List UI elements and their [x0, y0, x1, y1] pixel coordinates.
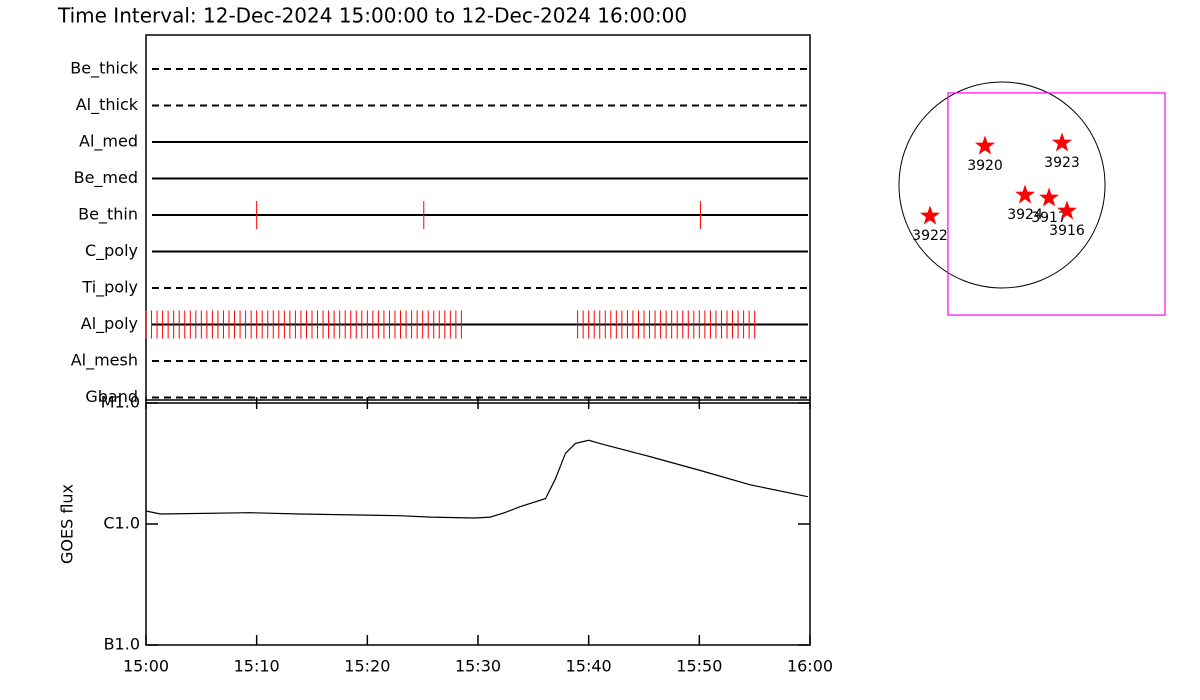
y-tick-label: Al_med [79, 132, 138, 152]
region-label: 3917 [1031, 210, 1067, 226]
region-label: 3923 [1044, 155, 1080, 171]
y-tick-label: Al_mesh [71, 351, 138, 371]
y-tick-label: Be_thin [78, 205, 138, 225]
goes-line [145, 439, 808, 519]
fov-box [947, 92, 1166, 316]
active-region [1015, 184, 1035, 204]
y-tick-label: C1.0 [103, 514, 140, 533]
y-tick-label: Be_med [74, 168, 138, 188]
region-label: 3916 [1049, 223, 1085, 239]
x-tick-label: 15:00 [123, 657, 169, 676]
y-tick-label: Al_thick [76, 95, 139, 115]
y-tick-label: Be_thick [70, 59, 138, 79]
y-tick-label: Al_poly [81, 314, 138, 334]
active-region [1039, 187, 1059, 207]
x-tick-label: 15:40 [566, 657, 612, 676]
y-tick-label: Ti_poly [81, 278, 138, 298]
x-tick-label: 15:50 [676, 657, 722, 676]
x-tick-label: 15:20 [344, 657, 390, 676]
y-tick-label: M1.0 [101, 393, 140, 412]
x-tick-label: 15:30 [455, 657, 501, 676]
y-tick-label: C_poly [85, 241, 138, 261]
active-region [975, 135, 995, 155]
y-tick-label: Gband [85, 387, 138, 406]
chart-title: Time Interval: 12-Dec-2024 15:00:00 to 1… [57, 4, 687, 28]
active-region [1057, 200, 1077, 220]
x-tick-label: 15:10 [234, 657, 280, 676]
region-label: 3924 [1007, 207, 1043, 223]
region-label: 3920 [967, 158, 1003, 174]
active-region [920, 205, 940, 225]
region-label: 3922 [912, 228, 948, 244]
y-tick-label: B1.0 [104, 635, 140, 654]
solar-limb [898, 81, 1106, 289]
x-tick-label: 16:00 [787, 657, 833, 676]
active-region [1052, 132, 1072, 152]
y-axis-label: GOES flux [58, 484, 77, 564]
